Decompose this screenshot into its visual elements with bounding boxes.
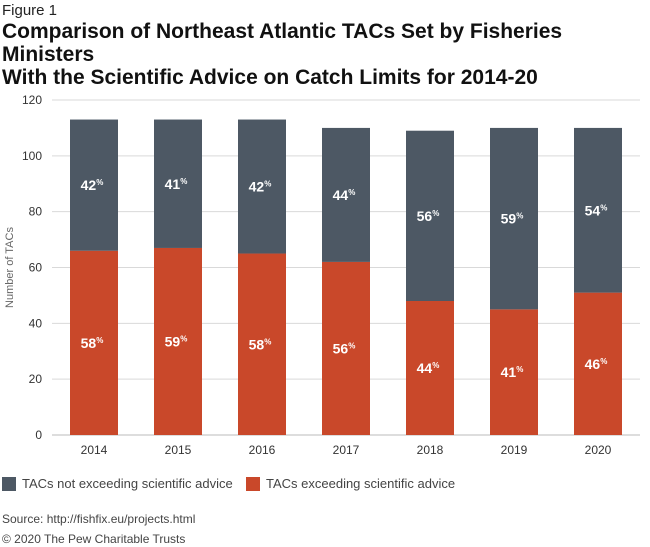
y-tick-label: 60 [29,261,43,275]
chart-title-line-1: Comparison of Northeast Atlantic TACs Se… [2,20,563,66]
legend-label-exceeding: TACs exceeding scientific advice [266,476,456,491]
bar-segment-exceeding [406,301,454,435]
bar-segment-not-exceeding [574,127,622,293]
y-tick-label: 120 [22,93,42,107]
bar-segment-exceeding [70,250,118,435]
x-tick-label: 2018 [417,443,444,457]
bar-segment-not-exceeding [322,127,370,262]
bar-segment-exceeding [238,253,286,435]
bar-segment-exceeding [490,309,538,435]
chart-title: Comparison of Northeast Atlantic TACs Se… [2,20,642,89]
y-tick-label: 0 [35,428,42,442]
x-tick-label: 2016 [249,443,276,457]
bar-segment-not-exceeding [154,119,202,248]
y-tick-label: 20 [29,372,43,386]
x-tick-label: 2014 [81,443,108,457]
bar-segment-not-exceeding [70,119,118,251]
y-tick-label: 80 [29,205,43,219]
bar-segment-exceeding [154,247,202,435]
bar-segment-exceeding [574,292,622,435]
x-tick-label: 2019 [501,443,528,457]
y-tick-label: 100 [22,149,42,163]
bar-segment-not-exceeding [238,119,286,254]
legend-swatch-not-exceeding [2,476,16,491]
source-note: Source: http://fishfix.eu/projects.html [2,512,196,526]
x-tick-label: 2020 [585,443,612,457]
y-axis-label: Number of TACs [4,227,16,308]
legend-label-not-exceeding: TACs not exceeding scientific advice [22,476,233,491]
bar-segment-exceeding [322,261,370,435]
chart-title-line-2: With the Scientific Advice on Catch Limi… [2,66,538,89]
legend-swatch-exceeding [246,476,260,491]
x-tick-label: 2017 [333,443,360,457]
x-tick-label: 2015 [165,443,192,457]
bar-segment-not-exceeding [490,127,538,310]
figure-label: Figure 1 [2,2,58,19]
copyright-note: © 2020 The Pew Charitable Trusts [2,532,186,546]
legend-item-exceeding: TACs exceeding scientific advice [246,476,455,491]
y-tick-label: 40 [29,316,43,330]
bar-segment-not-exceeding [406,130,454,301]
legend-item-not-exceeding: TACs not exceeding scientific advice [2,476,233,491]
